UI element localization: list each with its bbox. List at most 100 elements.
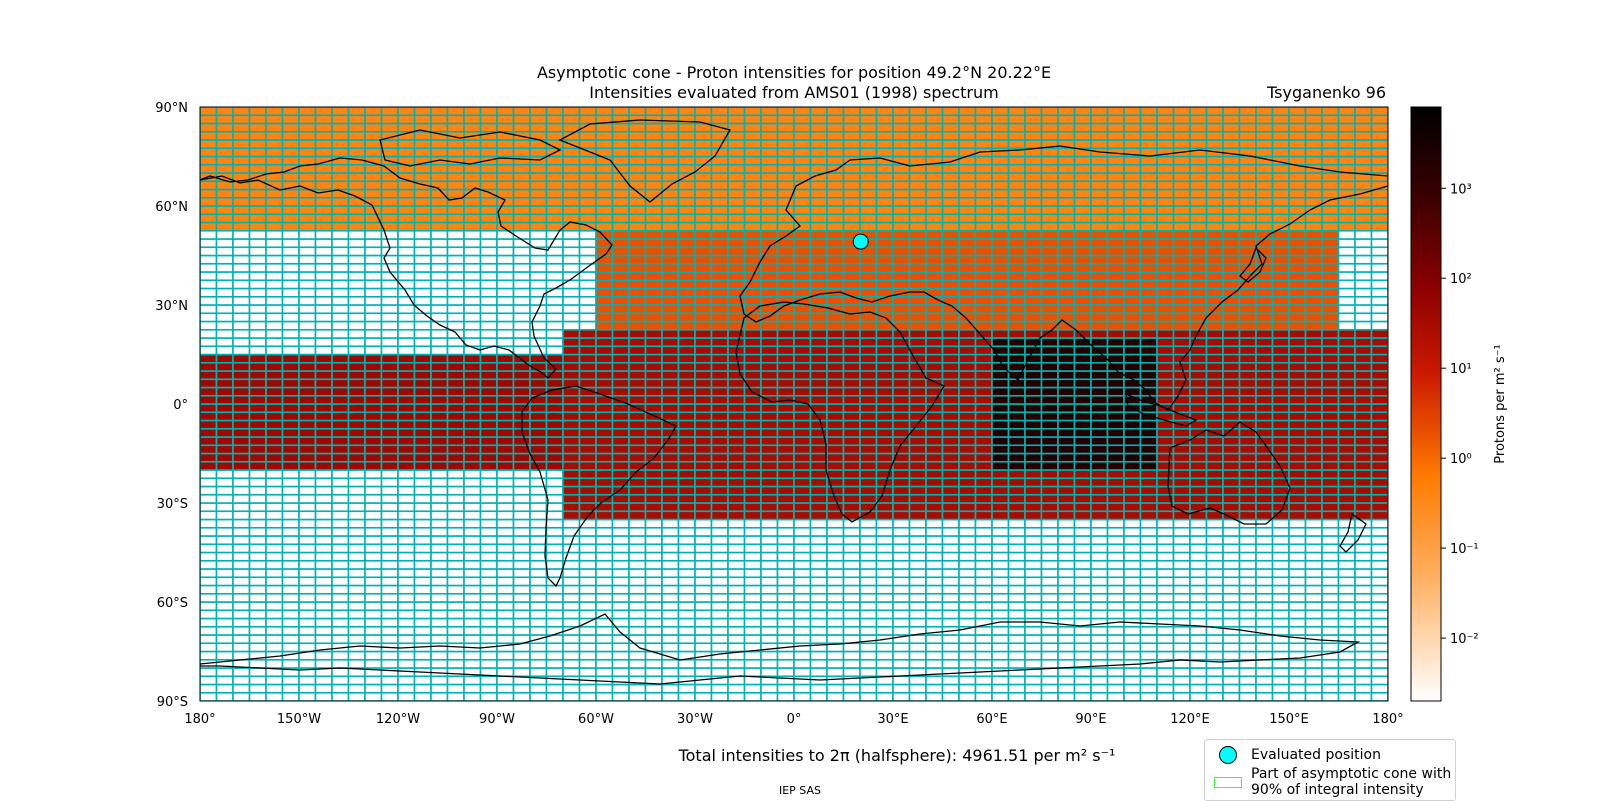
intensity-cell bbox=[743, 526, 762, 537]
intensity-cell bbox=[859, 518, 878, 529]
intensity-cell bbox=[875, 139, 894, 150]
intensity-cell bbox=[265, 551, 284, 562]
intensity-cell bbox=[875, 246, 894, 257]
intensity-cell bbox=[859, 427, 878, 438]
intensity-cell bbox=[215, 295, 234, 306]
intensity-cell bbox=[892, 394, 911, 405]
intensity-cell bbox=[1090, 559, 1109, 570]
intensity-cell bbox=[1238, 287, 1257, 298]
intensity-cell bbox=[974, 196, 993, 207]
intensity-cell bbox=[1337, 205, 1356, 216]
intensity-cell bbox=[694, 592, 713, 603]
intensity-cell bbox=[595, 485, 614, 496]
intensity-cell bbox=[1090, 691, 1109, 701]
intensity-cell bbox=[430, 221, 449, 232]
intensity-cell bbox=[413, 320, 432, 331]
intensity-cell bbox=[1222, 403, 1241, 414]
intensity-cell bbox=[281, 625, 300, 636]
intensity-cell bbox=[1321, 238, 1340, 249]
intensity-cell bbox=[991, 205, 1010, 216]
intensity-cell bbox=[529, 147, 548, 158]
intensity-cell bbox=[1271, 279, 1290, 290]
intensity-cell bbox=[380, 625, 399, 636]
intensity-cell bbox=[1354, 691, 1373, 701]
intensity-cell bbox=[1073, 213, 1092, 224]
intensity-cell bbox=[595, 205, 614, 216]
intensity-cell bbox=[1156, 254, 1175, 265]
intensity-cell bbox=[413, 526, 432, 537]
intensity-cell bbox=[1007, 163, 1026, 174]
intensity-cell bbox=[1288, 130, 1307, 141]
intensity-cell bbox=[215, 361, 234, 372]
intensity-cell bbox=[958, 221, 977, 232]
intensity-cell bbox=[281, 518, 300, 529]
intensity-cell bbox=[496, 139, 515, 150]
intensity-cell bbox=[397, 411, 416, 422]
intensity-cell bbox=[380, 576, 399, 587]
intensity-cell bbox=[331, 477, 350, 488]
intensity-cell bbox=[265, 262, 284, 273]
intensity-cell bbox=[892, 617, 911, 628]
intensity-cell bbox=[1205, 246, 1224, 257]
intensity-cell bbox=[908, 139, 927, 150]
intensity-cell bbox=[1123, 213, 1142, 224]
intensity-cell bbox=[1139, 188, 1158, 199]
intensity-cell bbox=[826, 419, 845, 430]
intensity-cell bbox=[892, 205, 911, 216]
intensity-cell bbox=[331, 394, 350, 405]
intensity-cell bbox=[1271, 551, 1290, 562]
intensity-cell bbox=[974, 427, 993, 438]
intensity-cell bbox=[842, 370, 861, 381]
intensity-cell bbox=[248, 139, 267, 150]
intensity-cell bbox=[859, 642, 878, 653]
intensity-cell bbox=[958, 246, 977, 257]
intensity-cell bbox=[232, 650, 251, 661]
intensity-cell bbox=[1370, 213, 1388, 224]
intensity-cell bbox=[628, 650, 647, 661]
intensity-cell bbox=[710, 238, 729, 249]
intensity-cell bbox=[941, 518, 960, 529]
intensity-cell bbox=[1370, 683, 1388, 694]
intensity-cell bbox=[661, 625, 680, 636]
intensity-cell bbox=[265, 304, 284, 315]
intensity-cell bbox=[281, 139, 300, 150]
intensity-cell bbox=[215, 279, 234, 290]
intensity-cell bbox=[1090, 592, 1109, 603]
intensity-cell bbox=[200, 386, 218, 397]
intensity-cell bbox=[232, 394, 251, 405]
intensity-cell bbox=[265, 609, 284, 620]
intensity-cell bbox=[908, 658, 927, 669]
intensity-cell bbox=[331, 246, 350, 257]
intensity-cell bbox=[1156, 609, 1175, 620]
intensity-cell bbox=[1354, 295, 1373, 306]
intensity-cell bbox=[908, 634, 927, 645]
intensity-cell bbox=[595, 568, 614, 579]
intensity-cell bbox=[677, 535, 696, 546]
intensity-cell bbox=[446, 320, 465, 331]
intensity-cell bbox=[826, 485, 845, 496]
intensity-cell bbox=[875, 213, 894, 224]
intensity-cell bbox=[1304, 427, 1323, 438]
intensity-cell bbox=[1288, 518, 1307, 529]
intensity-cell bbox=[826, 295, 845, 306]
intensity-cell bbox=[1337, 320, 1356, 331]
intensity-cell bbox=[1271, 452, 1290, 463]
intensity-cell bbox=[1073, 535, 1092, 546]
intensity-cell bbox=[1156, 262, 1175, 273]
intensity-cell bbox=[628, 592, 647, 603]
intensity-cell bbox=[1156, 304, 1175, 315]
intensity-cell bbox=[1156, 568, 1175, 579]
intensity-cell bbox=[892, 361, 911, 372]
intensity-cell bbox=[562, 601, 581, 612]
intensity-cell bbox=[1172, 320, 1191, 331]
intensity-cell bbox=[875, 147, 894, 158]
intensity-cell bbox=[314, 518, 333, 529]
intensity-cell bbox=[430, 518, 449, 529]
intensity-cell bbox=[1205, 469, 1224, 480]
intensity-cell bbox=[1304, 287, 1323, 298]
intensity-cell bbox=[545, 617, 564, 628]
intensity-cell bbox=[1123, 353, 1142, 364]
intensity-cell bbox=[1090, 304, 1109, 315]
intensity-cell bbox=[1304, 172, 1323, 183]
intensity-cell bbox=[347, 551, 366, 562]
